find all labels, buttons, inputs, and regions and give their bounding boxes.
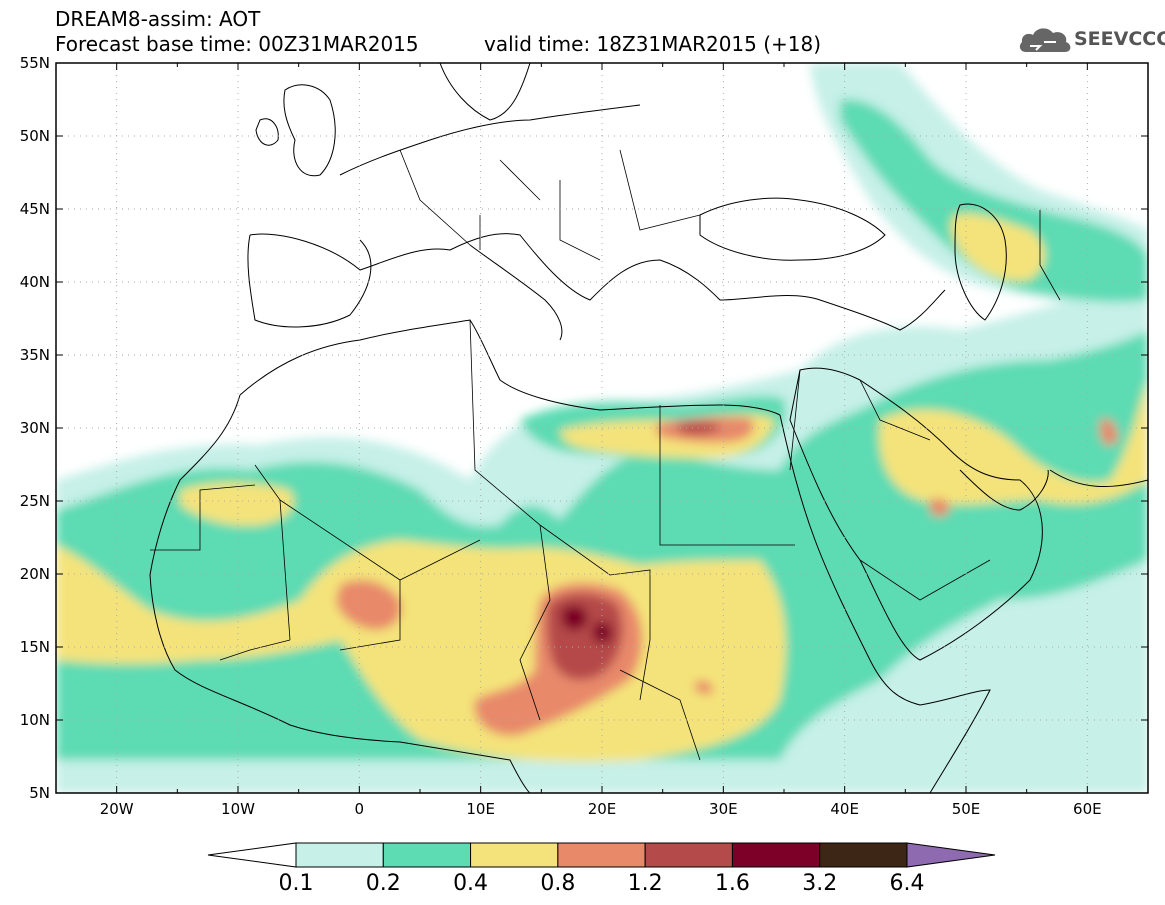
colorbar-label: 0.4 bbox=[453, 871, 489, 896]
colorbar-box bbox=[557, 842, 646, 868]
lon-tick-label: 0 bbox=[355, 800, 365, 818]
cloud-logo-icon bbox=[1019, 28, 1071, 52]
valid-time: valid time: 18Z31MAR2015 (+18) bbox=[484, 32, 822, 56]
colorbar-box bbox=[470, 842, 559, 868]
colorbar-box bbox=[295, 842, 384, 868]
colorbar-label: 0.1 bbox=[278, 871, 314, 896]
lat-tick-label: 30N bbox=[20, 419, 50, 437]
aot-shading bbox=[56, 63, 1148, 793]
colorbar-label: 1.2 bbox=[627, 871, 663, 896]
gridlines bbox=[56, 63, 1148, 793]
lat-tick-label: 15N bbox=[20, 638, 50, 656]
colorbar-label: 0.8 bbox=[540, 871, 576, 896]
lat-tick-label: 25N bbox=[20, 492, 50, 510]
lat-tick-label: 5N bbox=[29, 784, 50, 802]
colorbar-box bbox=[382, 842, 472, 868]
colorbar-label: 6.4 bbox=[889, 871, 925, 896]
colorbar-box bbox=[731, 842, 821, 868]
colorbar-box bbox=[819, 842, 908, 868]
title-line-2: Forecast base time: 00Z31MAR2015 bbox=[55, 32, 419, 56]
lon-tick-label: 20E bbox=[588, 800, 617, 818]
lon-tick-label: 10E bbox=[466, 800, 495, 818]
lat-tick-label: 50N bbox=[20, 127, 50, 145]
lat-tick-label: 20N bbox=[20, 565, 50, 583]
lon-tick-label: 30E bbox=[709, 800, 738, 818]
lat-tick-label: 10N bbox=[20, 711, 50, 729]
colorbar-label: 0.2 bbox=[365, 871, 401, 896]
colorbar-box bbox=[644, 842, 733, 868]
axis-ticks: 5N 10N 15N 20N 25N 30N 35N 40N 45N 50N 55N 20W 10W 0 1… bbox=[20, 54, 1149, 818]
coastlines bbox=[149, 63, 1148, 793]
lon-tick-label: 20W bbox=[100, 800, 134, 818]
colorbar-low-arrow bbox=[207, 842, 297, 868]
country-borders bbox=[150, 149, 1061, 761]
lon-tick-label: 50E bbox=[952, 800, 981, 818]
lon-tick-label: 10W bbox=[221, 800, 255, 818]
lat-tick-label: 55N bbox=[20, 54, 50, 72]
colorbar-label: 3.2 bbox=[802, 871, 838, 896]
colorbar bbox=[207, 842, 996, 868]
lat-tick-label: 45N bbox=[20, 200, 50, 218]
lon-tick-label: 60E bbox=[1073, 800, 1102, 818]
title-line-1: DREAM8-assim: AOT bbox=[55, 7, 261, 31]
lon-tick-label: 40E bbox=[830, 800, 859, 818]
seevccc-logo: SEEVCCC bbox=[1018, 22, 1165, 58]
logo-text: SEEVCCC bbox=[1074, 28, 1165, 50]
colorbar-high-arrow bbox=[906, 842, 996, 868]
lat-tick-label: 35N bbox=[20, 346, 50, 364]
lat-tick-label: 40N bbox=[20, 273, 50, 291]
colorbar-label: 1.6 bbox=[714, 871, 750, 896]
